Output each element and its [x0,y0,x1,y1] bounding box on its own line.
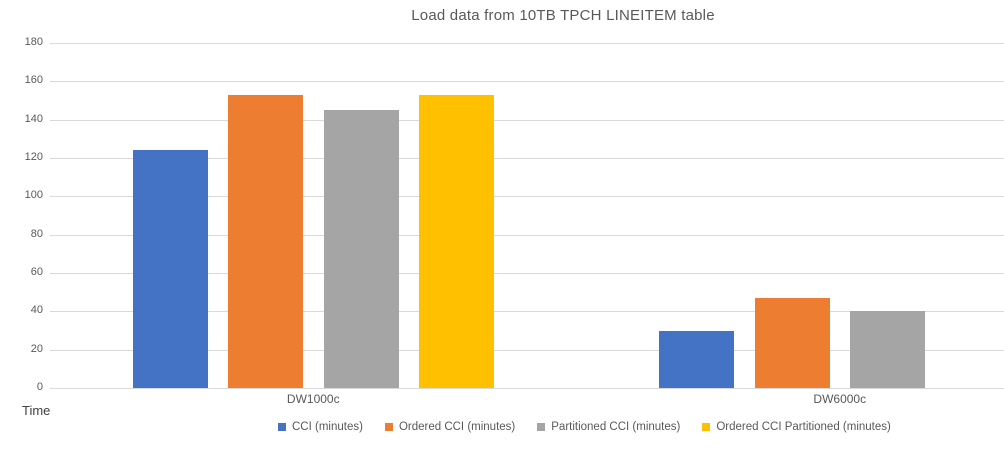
gridline-100 [50,196,1004,198]
y-axis-title: Time [22,403,51,418]
legend-item-partitioned-cci: Partitioned CCI (minutes) [537,421,680,433]
legend-item-cci: CCI (minutes) [278,421,363,433]
bar-ordered-cci-dw1000c [228,94,303,388]
y-axis-tick-label-100: 100 [24,189,43,202]
bar-cci-dw6000c [659,330,734,388]
gridline-120 [50,158,1004,159]
bar-partitioned-cci-dw1000c [323,110,399,388]
bar-partitioned-cci-dw6000c [850,311,925,388]
legend-label: Partitioned CCI (minutes) [551,421,681,433]
gridline-20 [50,349,1004,351]
y-axis-tick-label-160: 160 [24,74,43,87]
legend-label: CCI (minutes) [292,421,363,433]
chart-title: Load data from 10TB TPCH LINEITEM table [411,7,715,24]
gridline-180 [50,43,1004,44]
bar-ordered-cci-dw6000c [754,297,830,388]
legend-swatch-icon [278,423,286,431]
legend-item-ordered-cci-partitioned: Ordered CCI Partitioned (minutes) [702,421,891,433]
legend-item-ordered-cci: Ordered CCI (minutes) [384,421,516,433]
gridline-60 [50,273,1004,274]
y-axis-tick-label-140: 140 [24,112,43,125]
bar-cci-dw1000c [132,150,208,388]
x-axis-label-dw6000c: DW6000c [813,392,867,406]
x-axis-label-dw1000c: DW1000c [286,392,340,406]
y-axis-tick-label-40: 40 [30,304,43,317]
y-axis-tick-label-60: 60 [30,266,43,278]
gridline-40 [50,311,1004,313]
y-axis-tick-label-120: 120 [24,151,43,163]
legend-label: Ordered CCI Partitioned (minutes) [716,421,891,433]
legend-swatch-icon [537,423,546,431]
bar-ordered-cci-partitioned-dw1000c [419,94,494,388]
y-axis-tick-label-0: 0 [36,381,43,393]
legend-swatch-icon [702,423,711,431]
y-axis-tick-label-180: 180 [24,36,43,48]
plot-area [50,43,1004,389]
legend: CCI (minutes) Ordered CCI (minutes) Partit… [278,421,891,433]
y-axis-tick-label-20: 20 [30,342,43,355]
y-axis-tick-label-80: 80 [30,227,43,240]
gridline-80 [50,234,1004,236]
gridline-140 [50,119,1004,121]
gridline-0 [50,388,1004,389]
legend-label: Ordered CCI (minutes) [398,421,516,433]
gridline-160 [50,81,1004,83]
legend-swatch-icon [384,423,393,431]
